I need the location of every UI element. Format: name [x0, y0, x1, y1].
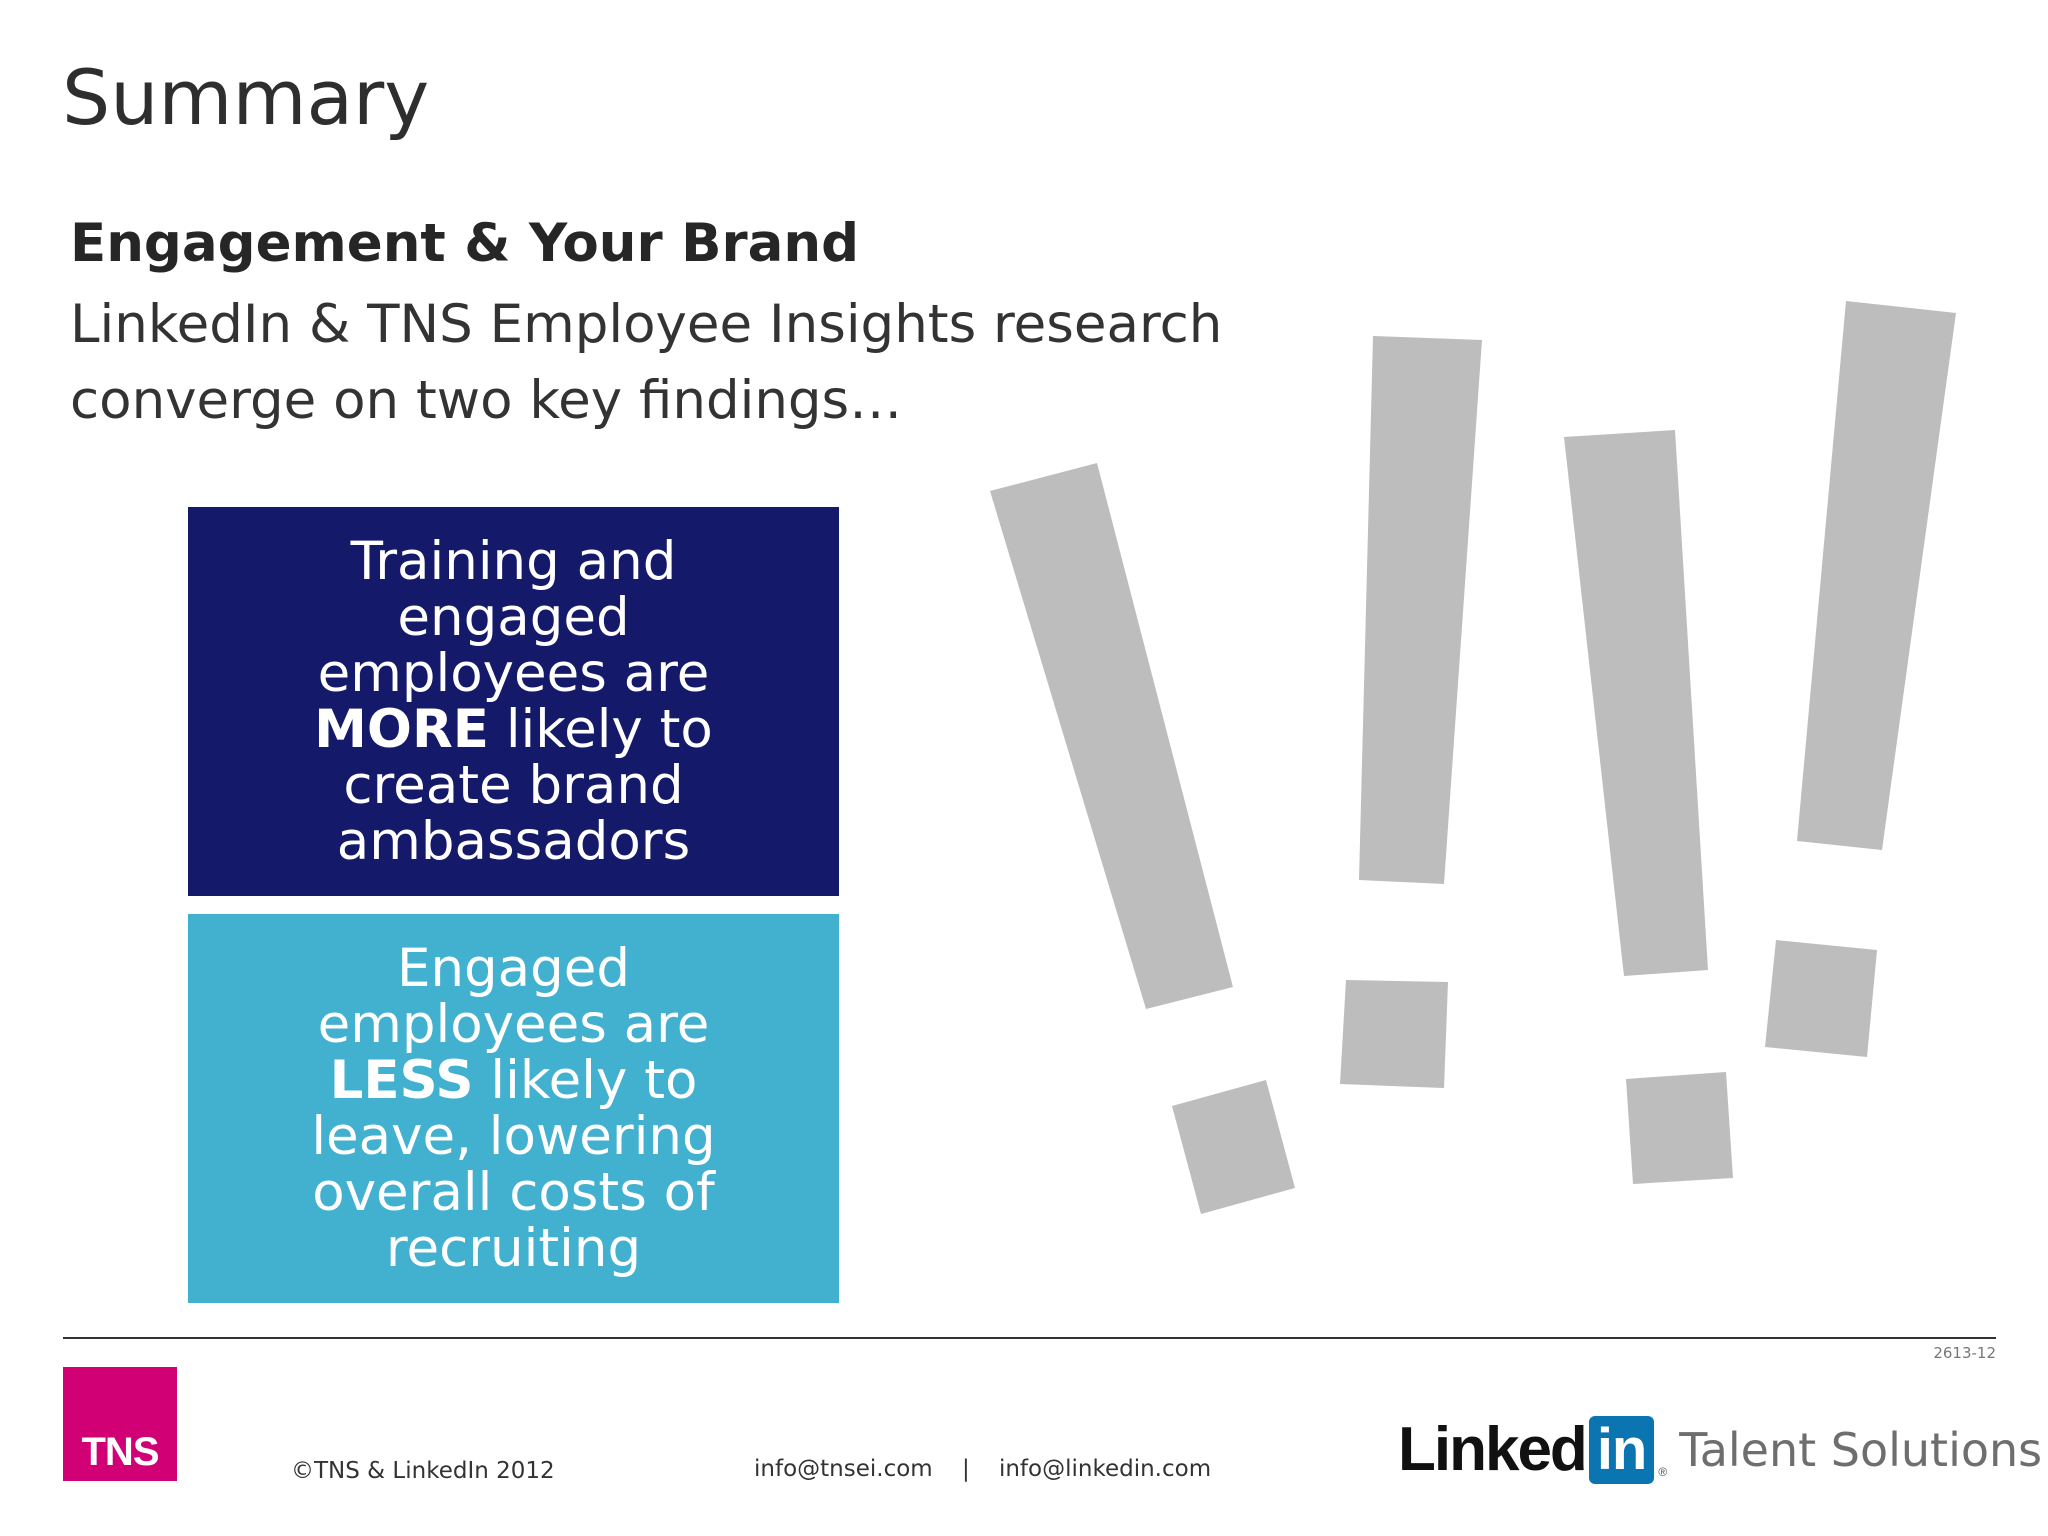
slide-code: 2613-12: [1933, 1344, 1996, 1362]
finding-text: Training and engaged employees are MORE …: [314, 530, 713, 872]
linkedin-email-link[interactable]: info@linkedin.com: [998, 1456, 1212, 1482]
exclamation-bar: [1797, 301, 1956, 850]
talent-solutions-text: Talent Solutions: [1679, 1422, 2043, 1477]
finding-box-more: Training and engaged employees are MORE …: [188, 507, 839, 896]
finding-box-less: Engaged employees are LESS likely to lea…: [188, 914, 839, 1303]
tns-email-link[interactable]: info@tnsei.com: [754, 1456, 933, 1482]
intro-text: LinkedIn & TNS Employee Insights researc…: [70, 294, 1223, 431]
linkedin-in-icon: in: [1588, 1415, 1655, 1484]
exclamation-dot: [1340, 980, 1448, 1088]
finding-emphasis: LESS: [329, 1049, 474, 1111]
section-subhead: Engagement & Your Brand: [70, 213, 860, 274]
contact-emails: info@tnsei.com | info@linkedin.com: [754, 1456, 1211, 1482]
tns-logo: TNS: [63, 1367, 177, 1481]
email-separator: |: [961, 1456, 970, 1482]
exclamation-bar: [990, 463, 1233, 1009]
linkedin-talent-solutions-logo: Linked in ® Talent Solutions: [1398, 1414, 2042, 1485]
exclamation-bar: [1564, 430, 1708, 976]
registered-mark: ®: [1658, 1465, 1668, 1479]
exclamation-dot: [1172, 1080, 1295, 1214]
copyright-text: ©TNS & LinkedIn 2012: [291, 1458, 555, 1484]
footer-divider: [63, 1337, 1996, 1339]
slide-title: Summary: [62, 53, 430, 142]
exclamation-bar: [1359, 336, 1482, 884]
exclamation-dot: [1765, 940, 1877, 1057]
finding-emphasis: MORE: [314, 698, 489, 760]
linkedin-wordmark: Linked: [1398, 1415, 1588, 1484]
finding-text: Engaged employees are LESS likely to lea…: [311, 937, 716, 1279]
exclamation-dot: [1626, 1072, 1733, 1184]
